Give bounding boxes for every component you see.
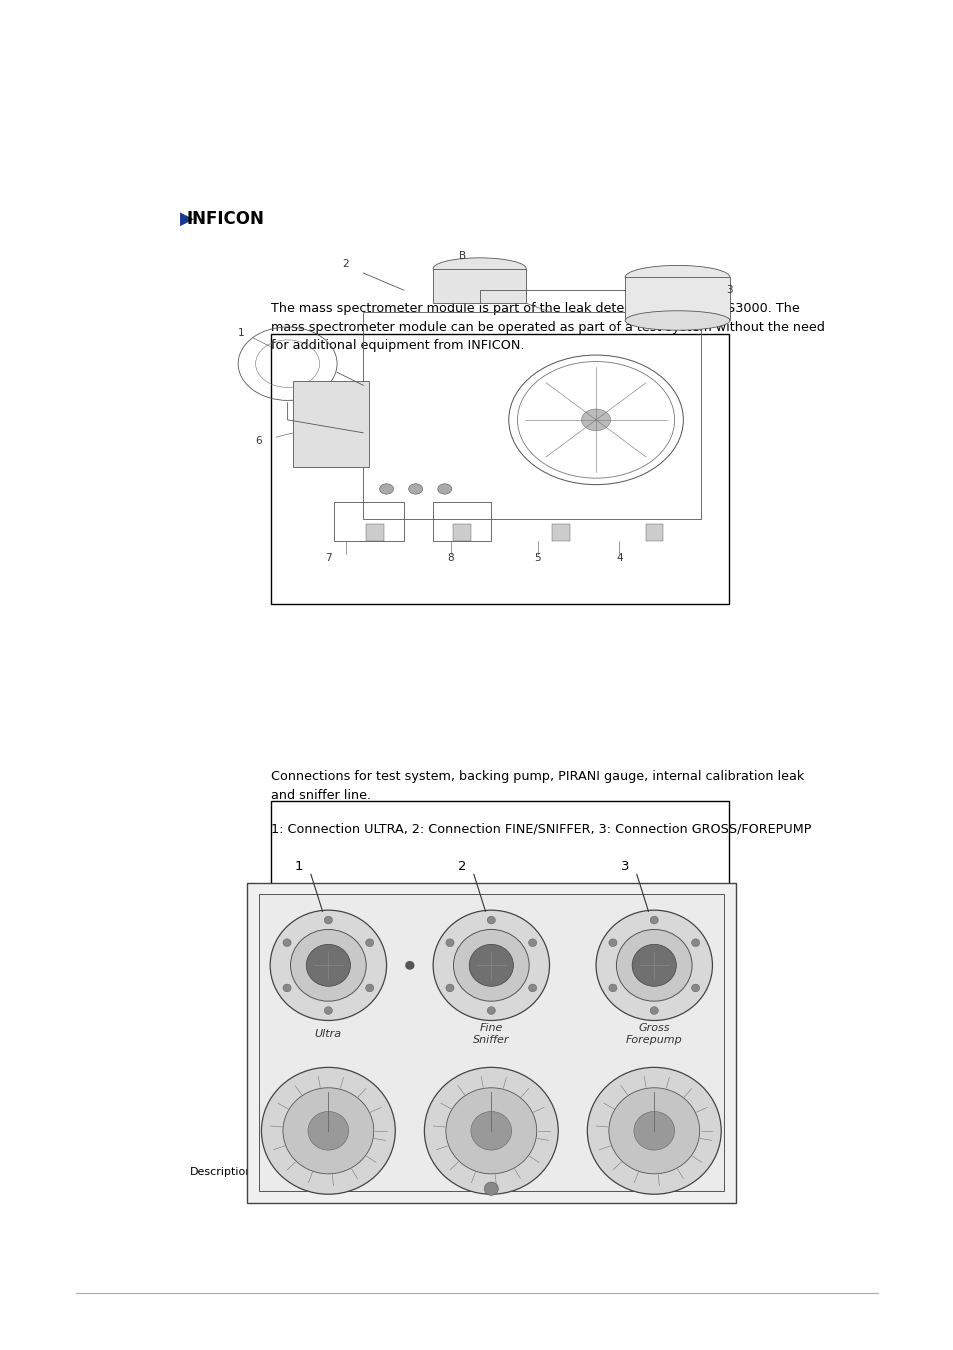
Bar	[433, 269, 526, 304]
Circle shape	[424, 1068, 558, 1195]
Bar	[334, 502, 403, 541]
Circle shape	[528, 984, 537, 992]
Circle shape	[291, 930, 366, 1002]
Circle shape	[596, 910, 712, 1021]
Circle shape	[453, 930, 529, 1002]
Bar	[247, 883, 735, 1203]
Circle shape	[433, 910, 549, 1021]
Bar	[258, 894, 723, 1192]
Circle shape	[306, 945, 350, 987]
Circle shape	[261, 1068, 395, 1195]
Circle shape	[608, 984, 617, 992]
Text: 6: 6	[255, 436, 261, 447]
Ellipse shape	[433, 258, 526, 279]
Circle shape	[650, 1007, 658, 1014]
Circle shape	[587, 1068, 720, 1195]
Bar	[271, 802, 728, 1103]
Text: ▶: ▶	[180, 211, 194, 228]
Circle shape	[308, 1111, 349, 1150]
Circle shape	[445, 984, 454, 992]
Circle shape	[379, 483, 394, 494]
Circle shape	[487, 917, 495, 923]
Bar	[433, 502, 491, 541]
Bar	[294, 381, 369, 467]
Text: 2: 2	[342, 259, 349, 270]
Bar	[552, 524, 569, 541]
Text: 2: 2	[457, 860, 466, 872]
Circle shape	[691, 984, 699, 992]
Text: Connections for test system, backing pump, PIRANI gauge, internal calibration le: Connections for test system, backing pum…	[271, 769, 803, 802]
Circle shape	[608, 1088, 699, 1173]
Circle shape	[365, 938, 374, 946]
Circle shape	[408, 483, 422, 494]
Circle shape	[437, 483, 452, 494]
Circle shape	[270, 910, 386, 1021]
Circle shape	[616, 930, 691, 1002]
Bar	[453, 524, 471, 541]
Circle shape	[283, 1088, 374, 1173]
Ellipse shape	[624, 266, 729, 289]
Circle shape	[365, 984, 374, 992]
Circle shape	[445, 1088, 537, 1173]
Circle shape	[445, 938, 454, 946]
Text: 3: 3	[726, 285, 733, 296]
Text: B: B	[458, 251, 465, 261]
Circle shape	[633, 1111, 674, 1150]
Text: 1: 1	[294, 860, 303, 872]
Circle shape	[691, 938, 699, 946]
Text: Gross
Forepump: Gross Forepump	[625, 1023, 682, 1045]
Bar	[645, 524, 662, 541]
Bar	[366, 524, 383, 541]
Text: The mass spectrometer module is part of the leak detection system LDS3000. The
m: The mass spectrometer module is part of …	[271, 302, 823, 352]
Text: Fine
Sniffer: Fine Sniffer	[473, 1023, 509, 1045]
Circle shape	[608, 938, 617, 946]
Circle shape	[487, 1007, 495, 1014]
Circle shape	[581, 409, 610, 431]
Ellipse shape	[624, 310, 729, 331]
Circle shape	[405, 961, 414, 969]
Circle shape	[650, 917, 658, 923]
Bar	[624, 277, 729, 320]
Text: INFICON: INFICON	[186, 211, 264, 228]
Text: 4: 4	[616, 554, 622, 563]
Bar	[363, 312, 700, 520]
Text: 8: 8	[447, 554, 454, 563]
Text: 1: Connection ULTRA, 2: Connection FINE/SNIFFER, 3: Connection GROSS/FOREPUMP: 1: Connection ULTRA, 2: Connection FINE/…	[271, 822, 810, 836]
Bar	[271, 333, 728, 603]
Circle shape	[632, 945, 676, 987]
Circle shape	[484, 1183, 497, 1195]
Text: 1: 1	[237, 328, 244, 339]
Circle shape	[324, 917, 332, 923]
Circle shape	[283, 984, 291, 992]
Circle shape	[324, 1007, 332, 1014]
Text: 3: 3	[620, 860, 629, 872]
Circle shape	[469, 945, 513, 987]
Circle shape	[528, 938, 537, 946]
Text: 5: 5	[534, 554, 540, 563]
Circle shape	[283, 938, 291, 946]
Text: 7: 7	[325, 554, 332, 563]
Text: Ultra: Ultra	[314, 1029, 341, 1040]
Text: Description: Description	[190, 1168, 253, 1177]
Circle shape	[471, 1111, 511, 1150]
